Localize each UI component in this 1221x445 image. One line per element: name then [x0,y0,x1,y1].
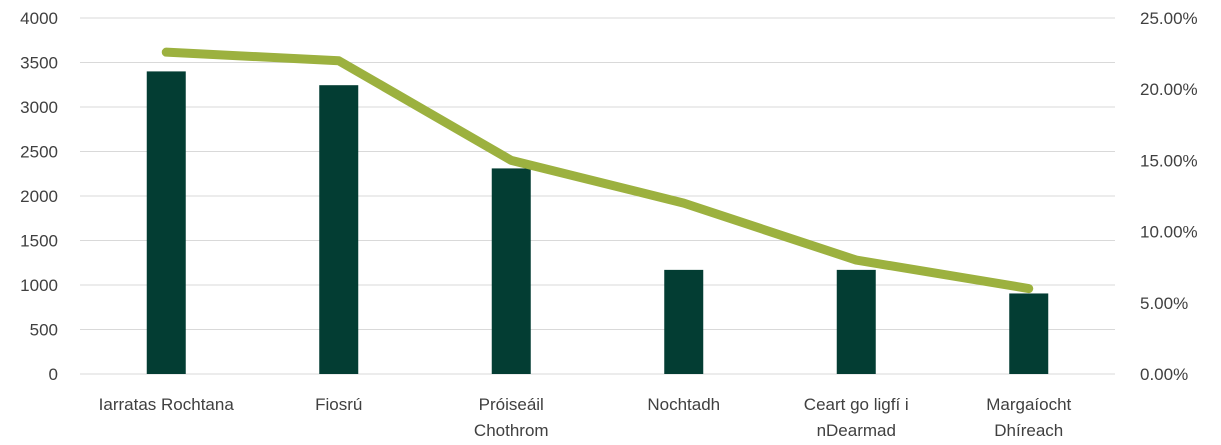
bar [664,269,704,374]
right-tick-label: 20.00% [1140,80,1198,99]
category-label: Margaíocht Dhíreach [986,395,1071,440]
line-series [161,47,1034,294]
category-label: Próiseáil Chothrom [474,395,549,440]
line-point [510,159,513,162]
bar [319,85,359,374]
bar [146,71,186,375]
category-label: Nochtadh [647,395,720,414]
left-tick-label: 1500 [20,232,58,251]
bar [836,269,876,374]
right-axis: 0.00% 5.00% 10.00% 15.00% 20.00% 25.00% [1140,9,1198,384]
left-tick-label: 3500 [20,54,58,73]
line-point [337,59,340,62]
left-tick-label: 2500 [20,143,58,162]
left-tick-label: 3000 [20,98,58,117]
left-axis: 0 500 1000 1500 2000 2500 3000 3500 4000 [20,9,58,384]
right-tick-label: 5.00% [1140,294,1188,313]
bar [491,168,531,374]
line-point [165,51,168,54]
bar [1009,293,1049,374]
right-tick-label: 10.00% [1140,223,1198,242]
right-tick-label: 25.00% [1140,9,1198,28]
category-label: Iarratas Rochtana [99,395,235,414]
category-label: Ceart go ligfí i nDearmad [804,395,909,440]
category-label: Fiosrú [315,395,362,414]
line-point [682,202,685,205]
left-tick-label: 1000 [20,276,58,295]
line-point [855,259,858,262]
category-axis: Iarratas Rochtana Fiosrú Próiseáil Chothrom… [99,395,1072,440]
left-tick-label: 0 [49,365,58,384]
left-tick-label: 2000 [20,187,58,206]
gridlines [80,17,1115,375]
right-tick-label: 0.00% [1140,365,1188,384]
left-tick-label: 4000 [20,9,58,28]
right-tick-label: 15.00% [1140,151,1198,170]
bar-series [146,71,1049,375]
left-tick-label: 500 [30,321,58,340]
line-point [1027,287,1030,290]
series-line [161,47,1034,294]
